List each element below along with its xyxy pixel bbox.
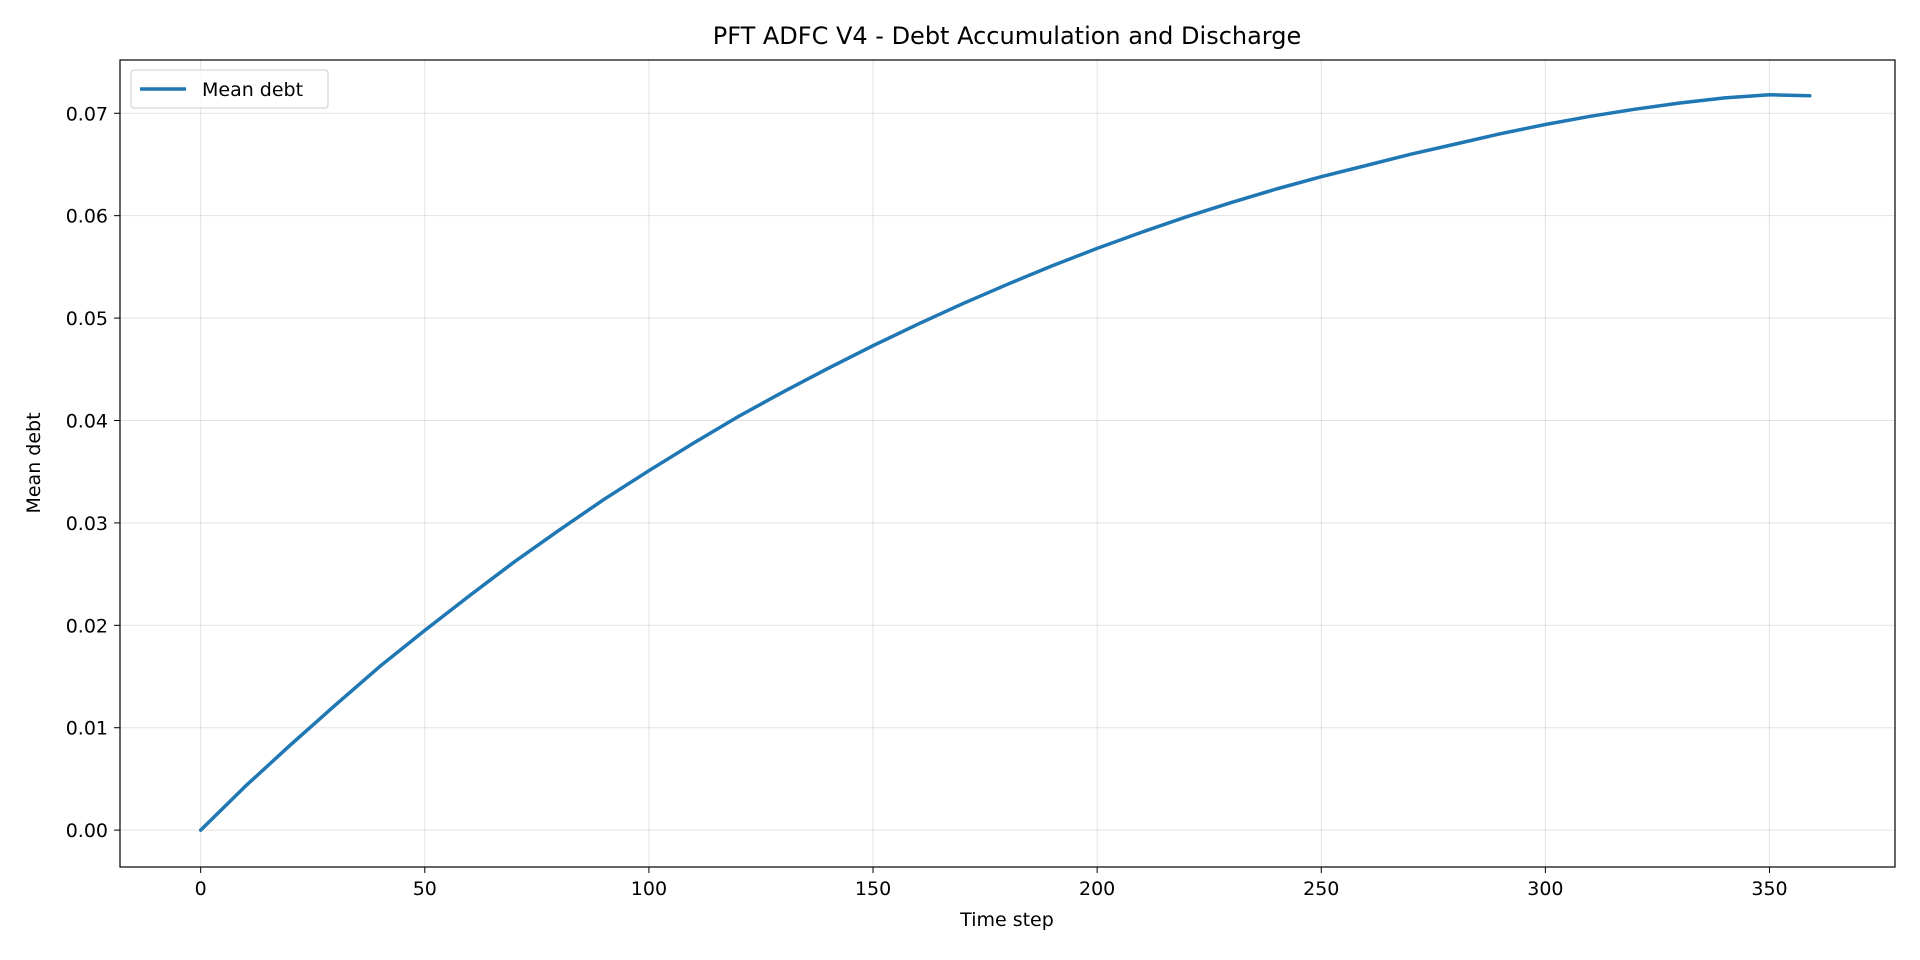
y-tick-label: 0.05 bbox=[66, 308, 108, 330]
y-tick-label: 0.07 bbox=[66, 103, 108, 125]
x-tick-label: 250 bbox=[1303, 878, 1339, 900]
x-tick-label: 0 bbox=[195, 878, 207, 900]
y-axis-label: Mean debt bbox=[23, 412, 45, 513]
x-tick-label: 350 bbox=[1751, 878, 1787, 900]
chart-title: PFT ADFC V4 - Debt Accumulation and Disc… bbox=[713, 22, 1302, 50]
x-tick-label: 200 bbox=[1079, 878, 1115, 900]
plot-frame bbox=[119, 59, 1896, 868]
y-tick-label: 0.03 bbox=[66, 513, 108, 535]
legend: Mean debt bbox=[130, 69, 329, 109]
x-axis-ticks: 0 50 100 150 200 250 300 350 bbox=[195, 867, 1788, 900]
series-line-mean-debt bbox=[198, 93, 1812, 832]
x-axis-label: Time step bbox=[959, 909, 1054, 931]
x-tick-label: 300 bbox=[1527, 878, 1563, 900]
y-tick-label: 0.04 bbox=[66, 410, 108, 432]
grid bbox=[120, 60, 1895, 867]
y-tick-label: 0.02 bbox=[66, 615, 108, 637]
y-axis-ticks: 0.00 0.01 0.02 0.03 0.04 0.05 0.06 0.07 bbox=[66, 103, 120, 842]
x-tick-label: 150 bbox=[855, 878, 891, 900]
x-tick-label: 100 bbox=[631, 878, 667, 900]
x-tick-label: 50 bbox=[413, 878, 437, 900]
series-layer bbox=[198, 93, 1812, 832]
y-tick-label: 0.01 bbox=[66, 718, 108, 740]
y-tick-label: 0.06 bbox=[66, 206, 108, 228]
y-tick-label: 0.00 bbox=[66, 820, 108, 842]
legend-box bbox=[130, 69, 329, 109]
legend-label: Mean debt bbox=[202, 79, 303, 101]
